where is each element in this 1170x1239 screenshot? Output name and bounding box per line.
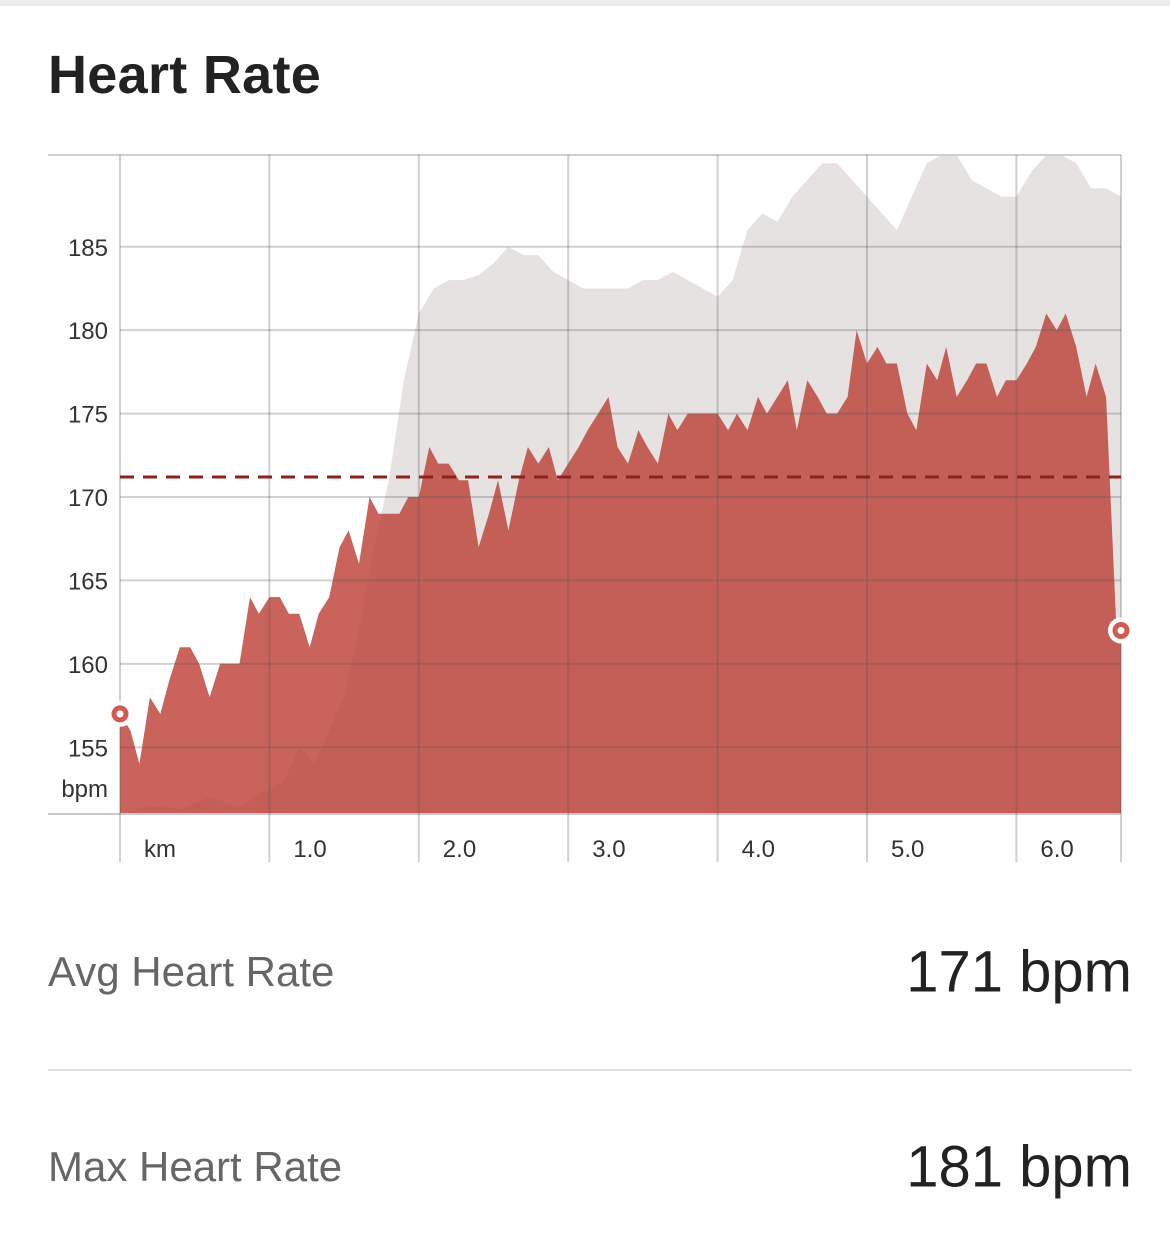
y-tick-label: 180 bbox=[68, 318, 108, 345]
max-heart-rate-row: Max Heart Rate 181 bpm bbox=[48, 1107, 1132, 1227]
y-tick-label: 175 bbox=[68, 402, 108, 429]
y-axis-unit-label: bpm bbox=[61, 776, 108, 803]
x-tick-label: 4.0 bbox=[742, 836, 775, 863]
elevation-overlay bbox=[120, 155, 1121, 814]
x-tick-label: 3.0 bbox=[592, 836, 625, 863]
chart-grid-layer bbox=[48, 154, 1122, 862]
avg-heart-rate-value: 171 bpm bbox=[906, 939, 1132, 1005]
heart-rate-area bbox=[120, 313, 1121, 814]
avg-heart-rate-label: Avg Heart Rate bbox=[48, 948, 335, 995]
chart-markers-layer bbox=[107, 617, 1134, 727]
start-marker-center bbox=[116, 710, 124, 718]
x-tick-label: 2.0 bbox=[443, 836, 476, 863]
top-strip bbox=[0, 0, 1170, 6]
end-marker-center bbox=[1117, 626, 1125, 634]
x-tick-label: 1.0 bbox=[293, 836, 326, 863]
x-tick-label: 6.0 bbox=[1040, 836, 1073, 863]
y-tick-label: 185 bbox=[68, 235, 108, 262]
chart-area-layer bbox=[120, 155, 1121, 814]
max-heart-rate-label: Max Heart Rate bbox=[48, 1143, 343, 1190]
y-tick-label: 170 bbox=[68, 485, 108, 512]
y-tick-label: 155 bbox=[68, 735, 108, 762]
max-heart-rate-value: 181 bpm bbox=[906, 1134, 1132, 1200]
stats-divider bbox=[48, 1069, 1132, 1071]
x-tick-label: 5.0 bbox=[891, 836, 924, 863]
x-tick-label: km bbox=[144, 836, 176, 863]
y-tick-label: 160 bbox=[68, 652, 108, 679]
chart-labels-layer: 155 160 165 170 175 180 185 bpm km 1.0 2.0 3.0 4.0 5.… bbox=[61, 235, 1073, 863]
heart-rate-chart: 155 160 165 170 175 180 185 bpm km 1.0 2.0 3.0 4.0 5.… bbox=[48, 154, 1134, 863]
section-title: Heart Rate bbox=[48, 45, 322, 105]
avg-heart-rate-row: Avg Heart Rate 171 bpm bbox=[48, 912, 1132, 1032]
y-tick-label: 165 bbox=[68, 568, 108, 595]
